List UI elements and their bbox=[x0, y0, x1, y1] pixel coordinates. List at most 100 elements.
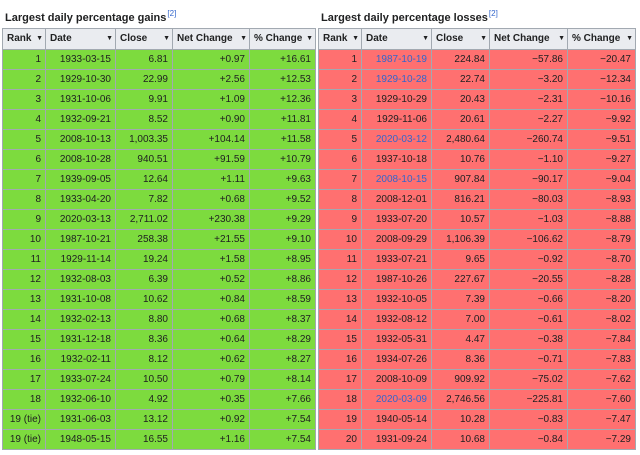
close-cell: 4.92 bbox=[115, 389, 173, 410]
pct-change-cell: −7.83 bbox=[567, 349, 636, 370]
rank-cell: 18 bbox=[318, 389, 362, 410]
date-cell: 1931-06-03 bbox=[45, 409, 116, 430]
table-row: 1 1987-10-19 224.84 −57.86 −20.47 bbox=[318, 49, 636, 70]
rank-cell: 2 bbox=[2, 69, 46, 90]
losses-header-rank[interactable]: Rank ▼ bbox=[318, 28, 362, 50]
rank-cell: 7 bbox=[2, 169, 46, 190]
pct-change-cell: −7.62 bbox=[567, 369, 636, 390]
pct-change-cell: −10.16 bbox=[567, 89, 636, 110]
close-cell: 6.39 bbox=[115, 269, 173, 290]
net-change-cell: +1.09 bbox=[172, 89, 250, 110]
losses-header-date[interactable]: Date ▼ bbox=[361, 28, 432, 50]
pct-change-cell: −9.51 bbox=[567, 129, 636, 150]
date-link[interactable]: 1987-10-19 bbox=[375, 54, 427, 65]
close-cell: 1,106.39 bbox=[431, 229, 490, 250]
losses-header-pct-change[interactable]: % Change ▼ bbox=[567, 28, 636, 50]
rank-cell: 1 bbox=[2, 49, 46, 70]
gains-header-net-change[interactable]: Net Change ▼ bbox=[172, 28, 250, 50]
table-row: 18 2020-03-09 2,746.56 −225.81 −7.60 bbox=[318, 389, 636, 410]
losses-ref-link[interactable]: [2] bbox=[488, 9, 498, 18]
table-row: 19 (tie) 1948-05-15 16.55 +1.16 +7.54 bbox=[2, 429, 316, 450]
pct-change-cell: +8.27 bbox=[249, 349, 316, 370]
pct-change-cell: −8.88 bbox=[567, 209, 636, 230]
sort-arrows-icon[interactable]: ▼ bbox=[558, 35, 565, 42]
gains-header-pct-change[interactable]: % Change ▼ bbox=[249, 28, 316, 50]
losses-header-close[interactable]: Close ▼ bbox=[431, 28, 490, 50]
rank-cell: 19 bbox=[318, 409, 362, 430]
date-cell: 1932-08-03 bbox=[45, 269, 116, 290]
date-cell: 2008-10-13 bbox=[45, 129, 116, 150]
net-change-cell: −80.03 bbox=[489, 189, 568, 210]
pct-change-cell: −7.84 bbox=[567, 329, 636, 350]
sort-arrows-icon[interactable]: ▼ bbox=[422, 35, 429, 42]
date-link[interactable]: 2008-10-15 bbox=[375, 174, 427, 185]
sort-arrows-icon[interactable]: ▼ bbox=[240, 35, 247, 42]
losses-title: Largest daily percentage losses[2] bbox=[318, 0, 635, 28]
close-cell: 10.62 bbox=[115, 289, 173, 310]
close-cell: 10.76 bbox=[431, 149, 490, 170]
net-change-cell: +0.79 bbox=[172, 369, 250, 390]
sort-arrows-icon[interactable]: ▼ bbox=[36, 35, 43, 42]
table-row: 17 2008-10-09 909.92 −75.02 −7.62 bbox=[318, 369, 636, 390]
gains-title: Largest daily percentage gains[2] bbox=[2, 0, 315, 28]
rank-cell: 3 bbox=[318, 89, 362, 110]
sort-arrows-icon[interactable]: ▼ bbox=[626, 35, 633, 42]
pct-change-cell: +9.52 bbox=[249, 189, 316, 210]
table-row: 12 1987-10-26 227.67 −20.55 −8.28 bbox=[318, 269, 636, 290]
close-cell: 8.36 bbox=[431, 349, 490, 370]
gains-ref-link[interactable]: [2] bbox=[167, 9, 177, 18]
date-cell: 1932-10-05 bbox=[361, 289, 432, 310]
sort-arrows-icon[interactable]: ▼ bbox=[306, 35, 313, 42]
pct-change-cell: −9.92 bbox=[567, 109, 636, 130]
date-link[interactable]: 1929-10-28 bbox=[375, 74, 427, 85]
gains-header-rank[interactable]: Rank ▼ bbox=[2, 28, 46, 50]
close-cell: 10.28 bbox=[431, 409, 490, 430]
date-link[interactable]: 2020-03-09 bbox=[375, 394, 427, 405]
net-change-cell: +2.56 bbox=[172, 69, 250, 90]
sort-arrows-icon[interactable]: ▼ bbox=[480, 35, 487, 42]
header-label: Rank bbox=[7, 33, 32, 44]
table-row: 19 1940-05-14 10.28 −0.83 −7.47 bbox=[318, 409, 636, 430]
table-row: 15 1932-05-31 4.47 −0.38 −7.84 bbox=[318, 329, 636, 350]
header-label: Close bbox=[436, 33, 464, 44]
pct-change-cell: −9.04 bbox=[567, 169, 636, 190]
close-cell: 7.39 bbox=[431, 289, 490, 310]
sort-arrows-icon[interactable]: ▼ bbox=[352, 35, 359, 42]
gains-title-text: Largest daily percentage gains bbox=[5, 12, 167, 24]
table-row: 14 1932-02-13 8.80 +0.68 +8.37 bbox=[2, 309, 316, 330]
net-change-cell: −2.31 bbox=[489, 89, 568, 110]
date-cell: 2008-10-28 bbox=[45, 149, 116, 170]
date-cell: 1932-08-12 bbox=[361, 309, 432, 330]
net-change-cell: +0.52 bbox=[172, 269, 250, 290]
close-cell: 1,003.35 bbox=[115, 129, 173, 150]
date-cell: 1931-10-06 bbox=[45, 89, 116, 110]
date-cell: 1929-11-06 bbox=[361, 109, 432, 130]
gains-header-date[interactable]: Date ▼ bbox=[45, 28, 116, 50]
net-change-cell: −1.10 bbox=[489, 149, 568, 170]
pct-change-cell: −20.47 bbox=[567, 49, 636, 70]
close-cell: 2,480.64 bbox=[431, 129, 490, 150]
pct-change-cell: +8.29 bbox=[249, 329, 316, 350]
losses-header-net-change[interactable]: Net Change ▼ bbox=[489, 28, 568, 50]
sort-arrows-icon[interactable]: ▼ bbox=[163, 35, 170, 42]
gains-panel: Largest daily percentage gains[2] Rank ▼ … bbox=[2, 0, 316, 450]
date-cell: 1932-02-11 bbox=[45, 349, 116, 370]
close-cell: 9.65 bbox=[431, 249, 490, 270]
pct-change-cell: +8.37 bbox=[249, 309, 316, 330]
net-change-cell: −1.03 bbox=[489, 209, 568, 230]
pct-change-cell: +12.53 bbox=[249, 69, 316, 90]
rank-cell: 18 bbox=[2, 389, 46, 410]
pct-change-cell: −9.27 bbox=[567, 149, 636, 170]
rank-cell: 9 bbox=[2, 209, 46, 230]
losses-title-text: Largest daily percentage losses bbox=[321, 12, 488, 24]
gains-header-close[interactable]: Close ▼ bbox=[115, 28, 173, 50]
table-row: 16 1934-07-26 8.36 −0.71 −7.83 bbox=[318, 349, 636, 370]
date-link[interactable]: 2020-03-12 bbox=[375, 134, 427, 145]
net-change-cell: −0.61 bbox=[489, 309, 568, 330]
header-label: % Change bbox=[572, 33, 621, 44]
close-cell: 224.84 bbox=[431, 49, 490, 70]
date-cell: 1929-11-14 bbox=[45, 249, 116, 270]
sort-arrows-icon[interactable]: ▼ bbox=[106, 35, 113, 42]
pct-change-cell: −8.02 bbox=[567, 309, 636, 330]
